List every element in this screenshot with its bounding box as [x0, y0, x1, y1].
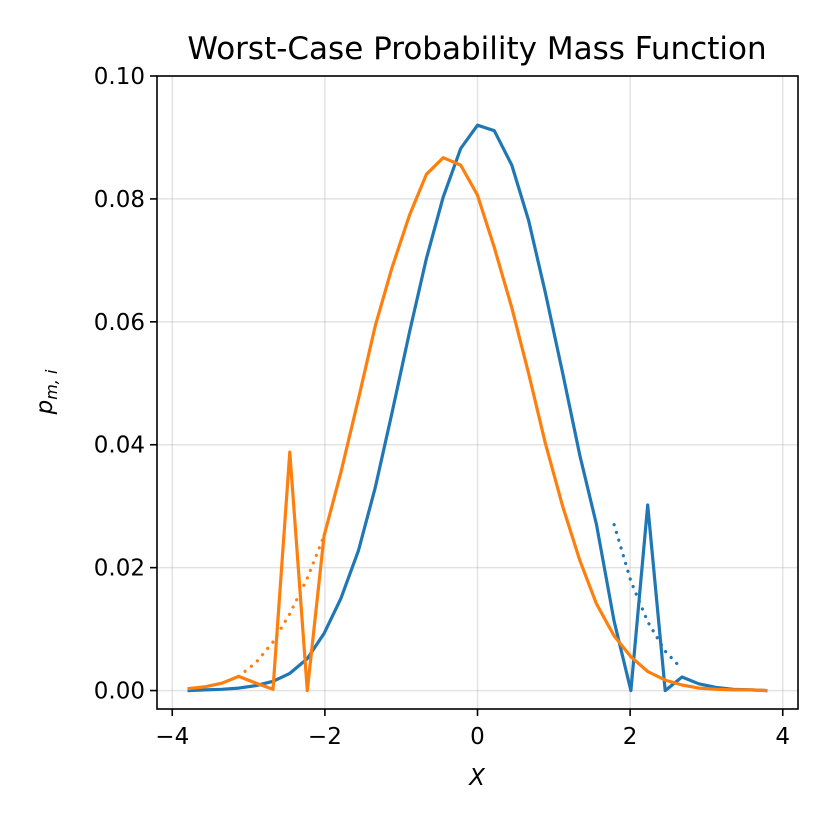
series-line-blue-dotted: [612, 522, 684, 671]
series-line-orange-solid: [187, 156, 768, 693]
x-tick-label: 0: [470, 724, 485, 750]
series-line-orange-dotted: [237, 534, 326, 679]
y-tick-label: 0.06: [94, 310, 145, 336]
x-axis-label: X: [468, 765, 486, 791]
y-axis-label-subscript: m, i: [42, 369, 61, 400]
x-tick-label: 4: [775, 724, 790, 750]
x-tick-label: −2: [308, 724, 342, 750]
x-tick-label: −4: [155, 724, 189, 750]
tick-layer: −4 −2 0 2 4 0.00 0.02 0.04 0.06 0.08 0.10: [94, 64, 790, 750]
y-tick-label: 0.10: [94, 64, 145, 90]
y-tick-label: 0.08: [94, 187, 145, 213]
y-axis-label: pm, i: [32, 369, 61, 415]
y-tick-label: 0.04: [94, 433, 145, 459]
chart-title: Worst-Case Probability Mass Function: [187, 31, 766, 67]
y-tick-label: 0.02: [94, 556, 145, 582]
x-tick-label: 2: [623, 724, 638, 750]
series-layer: [187, 123, 768, 693]
y-tick-label: 0.00: [94, 679, 145, 705]
y-axis-label-base: p: [32, 400, 58, 416]
series-line-blue-solid: [187, 123, 768, 693]
grid-layer: [157, 75, 798, 709]
